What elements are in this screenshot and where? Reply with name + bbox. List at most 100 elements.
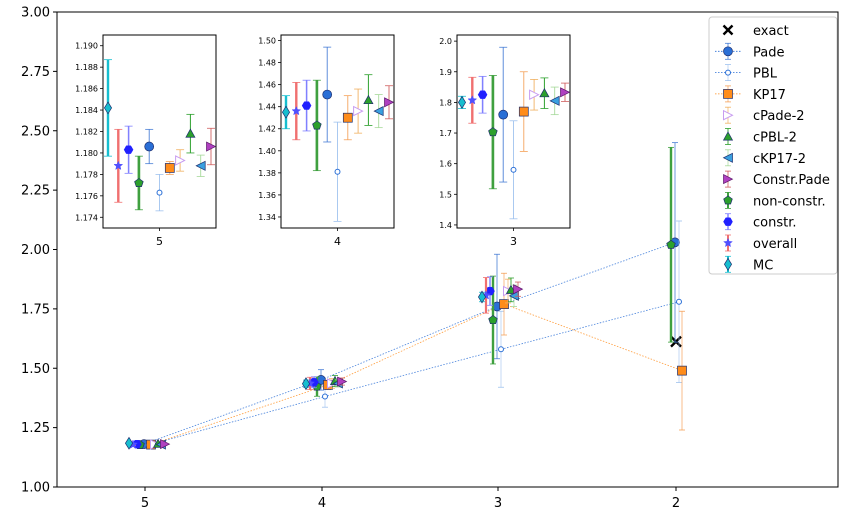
y-tick-label: 2.00 xyxy=(21,243,50,258)
inset-point-non-constr xyxy=(312,120,322,130)
legend-label-ckp17-2: cKP17-2 xyxy=(753,152,806,167)
point-kp17 xyxy=(677,365,687,376)
point-mc xyxy=(301,377,311,391)
series-line-kp17 xyxy=(150,303,683,445)
y-tick-label: 2.25 xyxy=(21,184,50,199)
legend-marker-constr-pade xyxy=(723,174,734,185)
inset-point-non-constr xyxy=(488,127,498,137)
inset-y-tick-label: 1.6 xyxy=(439,160,452,169)
point-non-constr xyxy=(488,315,498,325)
y-tick-label: 1.00 xyxy=(21,481,50,496)
y-tick-label: 2.75 xyxy=(21,65,50,80)
point-kp17 xyxy=(499,299,509,309)
inset-y-tick-label: 1.36 xyxy=(258,191,276,200)
inset-point-overall xyxy=(291,105,302,116)
inset-point-mc xyxy=(281,105,291,119)
series-line-pade xyxy=(143,242,676,445)
inset-x-tick-label: 4 xyxy=(334,235,341,248)
inset-y-tick-label: 1.182 xyxy=(75,128,98,137)
y-tick-label: 3.00 xyxy=(21,6,50,21)
legend-label-cpbl-2: cPBL-2 xyxy=(753,131,797,146)
point-constr-pade xyxy=(160,439,171,450)
point-mc xyxy=(477,290,487,304)
legend-label-mc: MC xyxy=(753,258,773,273)
inset-point-kp17 xyxy=(342,112,353,123)
legend-label-constr: constr. xyxy=(753,216,797,231)
inset-y-tick-label: 1.44 xyxy=(258,103,276,112)
inset-point-constr-pade xyxy=(206,141,217,152)
y-tick-label: 1.25 xyxy=(21,421,50,436)
inset-point-constr xyxy=(123,145,134,154)
legend-label-non-constr: non-constr. xyxy=(753,194,826,209)
inset-point-cpbl-2 xyxy=(363,94,374,105)
inset-5: 1.174 1.176 1.178 1.180 1.182 1.184 1.186 1.188… xyxy=(75,34,217,248)
inset-point-pade xyxy=(144,141,155,152)
legend-marker-ckp17-2 xyxy=(722,152,733,163)
inset-y-tick-label: 1.9 xyxy=(439,68,452,77)
legend-label-pade: Pade xyxy=(753,45,784,60)
legend-label-exact: exact xyxy=(753,24,789,39)
insets: 1.174 1.176 1.178 1.180 1.182 1.184 1.186 1.188… xyxy=(75,34,571,248)
inset-y-tick-label: 1.190 xyxy=(75,42,98,51)
legend-marker-mc xyxy=(723,257,733,271)
legend-marker-cpbl-2 xyxy=(722,131,734,141)
inset-y-tick-label: 1.40 xyxy=(258,147,276,156)
inset-3: 1.4 1.5 1.6 1.7 1.8 1.9 2.0 3 xyxy=(439,34,571,248)
inset-point-non-constr xyxy=(134,178,144,187)
inset-y-tick-label: 1.4 xyxy=(439,221,452,230)
inset-point-ckp17-2 xyxy=(195,160,206,171)
point-constr-pade xyxy=(513,284,524,295)
legend-label-overall: overall xyxy=(753,237,797,252)
inset-y-tick-label: 1.48 xyxy=(258,59,276,68)
inset-point-ckp17-2 xyxy=(373,106,384,117)
series-line-pbl xyxy=(147,301,680,446)
legend-label-pbl: PBL xyxy=(753,67,778,82)
legend-marker-exact xyxy=(722,24,734,36)
legend-label-kp17: KP17 xyxy=(753,88,786,103)
inset-point-constr xyxy=(477,90,488,99)
inset-point-constr-pade xyxy=(384,97,395,108)
inset-point-pade xyxy=(322,89,333,100)
inset-x-tick-label: 3 xyxy=(510,235,517,248)
main-axes: 1.001.251.501.752.002.252.502.753.005 4 3 2 xyxy=(21,6,839,511)
inset-point-pbl xyxy=(510,166,517,173)
inset-y-tick-label: 1.7 xyxy=(439,129,452,138)
inset-x-tick-label: 5 xyxy=(156,235,163,248)
x-tick-label: 2 xyxy=(672,496,680,511)
point-exact xyxy=(670,335,682,348)
y-tick-label: 1.75 xyxy=(21,302,50,317)
inset-point-pade xyxy=(498,109,509,120)
legend-label-constr-pade: Constr.Pade xyxy=(753,173,830,188)
point-pbl xyxy=(322,393,328,400)
legend-marker-cpade-2 xyxy=(723,109,734,121)
x-tick-label: 4 xyxy=(318,496,326,511)
x-tick-label: 3 xyxy=(494,496,502,511)
inset-y-tick-label: 1.176 xyxy=(75,192,98,201)
inset-point-pbl xyxy=(334,168,341,175)
inset-y-tick-label: 1.5 xyxy=(439,190,452,199)
legend: exact Pade PBL KP17 cPade-2 cPBL-2 cKP17-2 Cons… xyxy=(708,16,838,275)
inset-point-overall xyxy=(467,95,478,105)
legend-box xyxy=(708,16,838,275)
inset-y-tick-label: 1.42 xyxy=(258,125,276,134)
inset-y-tick-label: 1.186 xyxy=(75,85,98,94)
inset-y-tick-label: 1.38 xyxy=(258,169,276,178)
inset-point-kp17 xyxy=(164,163,175,173)
inset-point-kp17 xyxy=(518,106,529,117)
inset-y-tick-label: 1.46 xyxy=(258,81,276,90)
inset-y-tick-label: 1.184 xyxy=(75,106,98,115)
inset-y-tick-label: 2.0 xyxy=(439,37,452,46)
inset-point-constr-pade xyxy=(560,87,571,98)
inset-point-overall xyxy=(113,160,124,171)
inset-y-tick-label: 1.50 xyxy=(258,37,276,46)
inset-4: 1.34 1.36 1.38 1.40 1.42 1.44 1.46 1.48 1.50 4 xyxy=(258,34,395,248)
legend-marker-constr xyxy=(723,217,733,226)
inset-y-tick-label: 1.188 xyxy=(75,63,98,72)
y-tick-label: 1.50 xyxy=(21,362,50,377)
inset-point-mc xyxy=(103,101,113,115)
point-constr-pade xyxy=(337,376,348,387)
legend-marker-pade xyxy=(723,46,733,57)
legend-marker-pbl xyxy=(725,69,731,76)
point-pbl xyxy=(676,298,682,305)
